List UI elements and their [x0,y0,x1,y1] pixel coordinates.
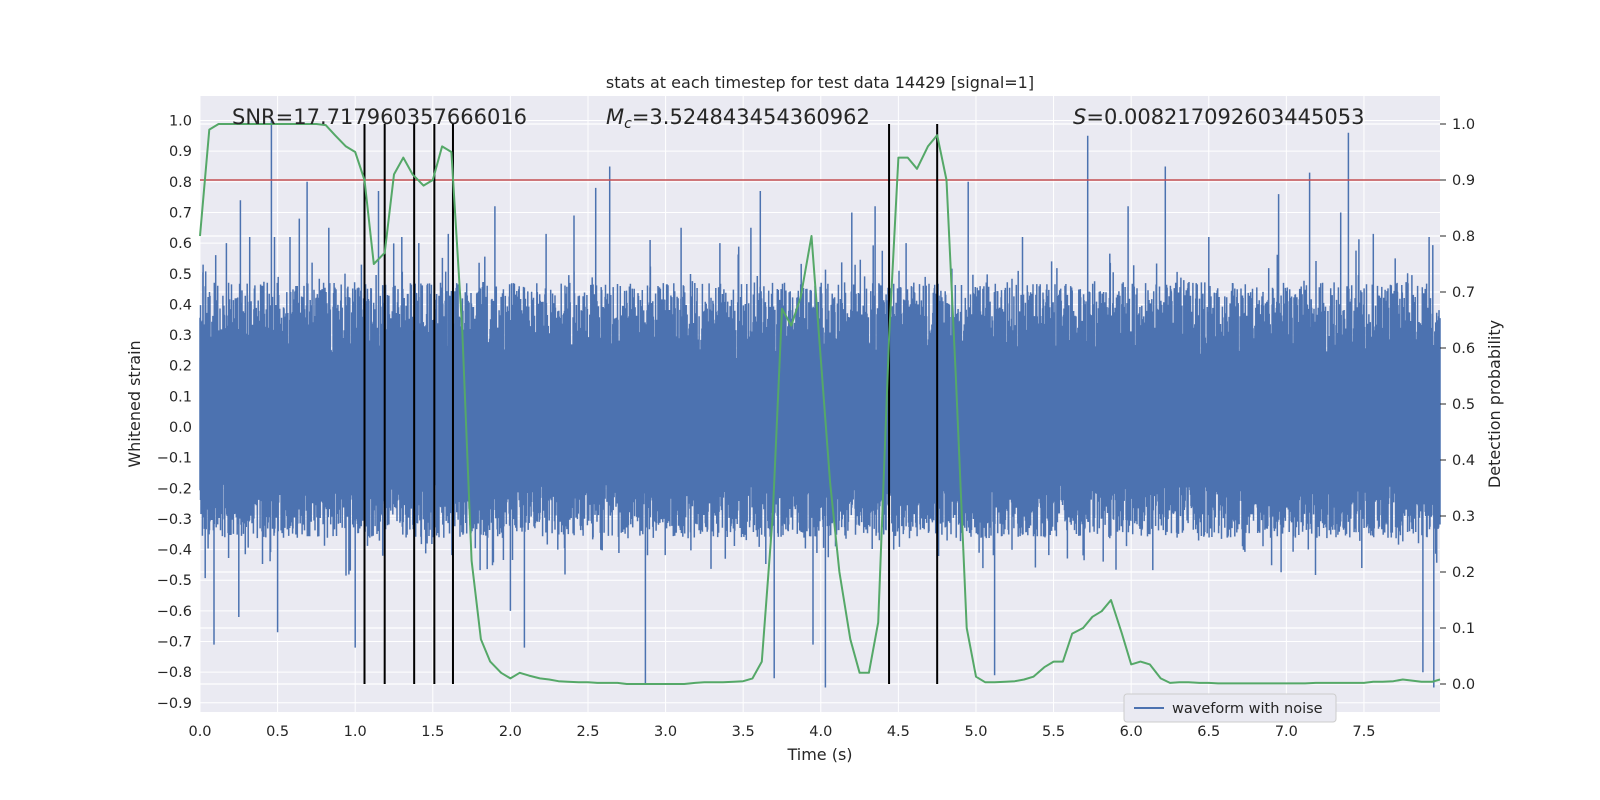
x-tick-label: 0.5 [266,724,289,740]
x-tick-label: 4.0 [809,724,832,740]
y-tick-label: −0.2 [157,481,192,497]
x-tick-label: 1.0 [344,724,367,740]
x-tick-label: 3.5 [732,724,755,740]
chirp-mass-symbol: M [606,105,624,129]
trigger-vlines [363,124,939,684]
y2-tick-label: 0.2 [1452,565,1475,581]
y-tick-label: −0.8 [157,665,192,681]
x-tick-label: 7.0 [1275,724,1298,740]
x-tick-label: 7.5 [1352,724,1375,740]
y-tick-label: 0.5 [169,267,192,283]
y-tick-label: 0.7 [169,205,192,221]
y-axis-ticks: 1.0 0.9 0.8 0.7 0.6 0.5 0.4 0.3 0.2 0.1 0.0 −0.1 −0.… [157,114,192,712]
y2-tick-label: 0.3 [1452,509,1475,525]
y-tick-label: 0.9 [169,144,192,160]
y2-axis-ticks: 1.0 0.9 0.8 0.7 0.6 0.5 0.4 0.3 0.2 0.1 0.0 [1440,117,1475,693]
x-tick-label: 6.0 [1120,724,1143,740]
y-tick-label: 0.0 [169,420,192,436]
x-axis-label: Time (s) [786,745,852,764]
s-stat-annotation: S=0.008217092603445053 [1073,105,1364,129]
probability-series [199,123,1441,685]
y-tick-label: −0.6 [157,604,192,620]
legend-label: waveform with noise [1172,701,1323,717]
chirp-mass-annotation: Mc=3.524843454360962 [606,105,870,132]
probability-line [199,123,1441,685]
y-tick-label: −0.3 [157,512,192,528]
y-tick-label: −0.4 [157,543,192,559]
y2-tick-label: 0.1 [1452,621,1475,637]
y-tick-label: −0.5 [157,573,192,589]
y2-axis-label: Detection probability [1485,320,1504,488]
x-tick-label: 5.0 [964,724,987,740]
y-tick-label: −0.9 [157,696,192,712]
x-tick-label: 2.5 [576,724,599,740]
snr-annotation: SNR=17.717960357666016 [232,105,527,129]
y-tick-label: 0.3 [169,328,192,344]
y2-tick-label: 0.7 [1452,285,1475,301]
chirp-mass-subscript: c [624,116,632,132]
x-tick-label: 2.0 [499,724,522,740]
legend: waveform with noise [1123,693,1337,723]
y-tick-label: 0.1 [169,389,192,405]
x-tick-label: 5.5 [1042,724,1065,740]
x-axis-ticks: 0.0 0.5 1.0 1.5 2.0 2.5 3.0 3.5 4.0 4.5 5.0 5.5 6.0 6… [188,724,1375,740]
y2-tick-label: 0.5 [1452,397,1475,413]
y2-tick-label: 0.4 [1452,453,1475,469]
y2-tick-label: 0.9 [1452,173,1475,189]
y-tick-label: 1.0 [169,114,192,130]
y-tick-label: 0.6 [169,236,192,252]
s-stat-value: =0.008217092603445053 [1086,105,1364,129]
chart-title: stats at each timestep for test data 144… [606,73,1034,92]
y-tick-label: 0.4 [169,297,192,313]
waveform-series [199,120,1441,688]
y2-tick-label: 0.6 [1452,341,1475,357]
x-tick-label: 1.5 [421,724,444,740]
y2-tick-label: 0.8 [1452,229,1475,245]
x-tick-label: 0.0 [188,724,211,740]
x-tick-label: 3.0 [654,724,677,740]
y-axis-label: Whitened strain [125,340,144,467]
y2-tick-label: 0.0 [1452,677,1475,693]
y2-tick-label: 1.0 [1452,117,1475,133]
s-stat-symbol: S [1073,105,1086,129]
x-tick-label: 6.5 [1197,724,1220,740]
y-tick-label: 0.8 [169,175,192,191]
legend-box [1123,693,1337,723]
y-tick-label: −0.7 [157,635,192,651]
chirp-mass-value: =3.524843454360962 [632,105,870,129]
y-tick-label: −0.1 [157,451,192,467]
x-tick-label: 4.5 [887,724,910,740]
waveform-line [199,120,1441,688]
y-tick-label: 0.2 [169,359,192,375]
